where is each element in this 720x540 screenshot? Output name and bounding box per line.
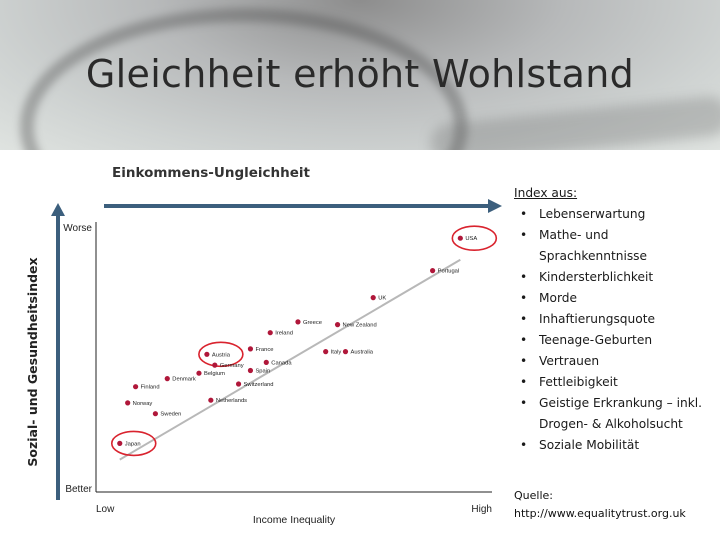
list-item: Inhaftierungsquote <box>514 309 714 330</box>
index-list-box: Index aus: Lebenserwartung Mathe- und Sp… <box>514 183 714 456</box>
list-item: Geistige Erkrankung – inkl. Drogen- & Al… <box>514 393 714 435</box>
point-france <box>247 346 254 352</box>
point-label-portugal: Portugal <box>438 269 460 275</box>
side-arrow <box>51 203 65 500</box>
x-axis-title: Income Inequality <box>253 514 336 526</box>
point-label-italy: Italy <box>331 350 342 356</box>
point-label-norway: Norway <box>133 401 153 407</box>
side-axis-label: Sozial- und Gesundheitsindex <box>25 257 40 466</box>
point-label-canada: Canada <box>271 360 292 366</box>
point-switzerland <box>235 381 242 387</box>
point-label-belgium: Belgium <box>204 371 225 377</box>
list-item: Kindersterblichkeit <box>514 267 714 288</box>
point-label-new-zealand: New Zealand <box>343 323 377 329</box>
list-item: Lebenserwartung <box>514 204 714 225</box>
point-ireland <box>267 330 273 336</box>
point-norway <box>125 400 131 406</box>
point-finland <box>133 384 139 390</box>
point-label-sweden: Sweden <box>160 412 181 418</box>
point-canada <box>263 359 269 365</box>
source-note: Quelle: http://www.equalitytrust.org.uk <box>514 487 719 523</box>
slide-title: Gleichheit erhöht Wohlstand <box>85 52 635 96</box>
point-label-denmark: Denmark <box>172 377 196 383</box>
list-item: Mathe- und Sprachkenntnisse <box>514 225 714 267</box>
point-label-uk: UK <box>378 296 386 302</box>
point-uk <box>370 295 376 301</box>
point-belgium <box>196 370 202 376</box>
point-austria <box>204 351 210 357</box>
highlight-circle-japan <box>110 430 157 457</box>
point-greece <box>295 319 301 325</box>
point-label-australia: Australia <box>350 350 373 356</box>
point-australia <box>342 349 349 355</box>
point-new-zealand <box>334 322 341 328</box>
point-netherlands <box>208 397 214 403</box>
point-label-germany: Germany <box>220 363 244 369</box>
point-label-japan: Japan <box>125 441 141 447</box>
x-tick-high: High <box>471 504 492 515</box>
chart-marks: Japan Sweden Norway Finland Denmark Netherlan… <box>110 225 498 461</box>
y-tick-worse: Worse <box>63 223 92 234</box>
x-tick-low: Low <box>96 504 115 515</box>
point-spain <box>247 367 254 374</box>
point-label-finland: Finland <box>141 385 160 391</box>
list-item: Vertrauen <box>514 351 714 372</box>
trend-line <box>119 258 461 461</box>
source-url[interactable]: http://www.equalitytrust.org.uk <box>514 507 686 520</box>
header-banner <box>0 0 720 150</box>
point-sweden <box>152 411 158 417</box>
point-label-greece: Greece <box>303 320 322 326</box>
point-label-spain: Spain <box>255 369 270 375</box>
point-label-netherlands: Netherlands <box>216 398 247 404</box>
list-item: Soziale Mobilität <box>514 435 714 456</box>
point-germany <box>212 362 218 368</box>
list-item: Teenage-Geburten <box>514 330 714 351</box>
highlight-circle-austria <box>198 341 244 368</box>
index-title: Index aus: <box>514 186 578 200</box>
point-portugal <box>430 268 436 274</box>
point-label-austria: Austria <box>212 352 231 358</box>
point-denmark <box>164 376 170 382</box>
point-label-switzerland: Switzerland <box>244 382 274 388</box>
list-item: Morde <box>514 288 714 309</box>
y-tick-better: Better <box>65 484 92 495</box>
top-arrow <box>104 199 502 213</box>
list-item: Fettleibigkeit <box>514 372 714 393</box>
highlight-circle-usa <box>451 225 498 251</box>
point-label-usa: USA <box>465 236 477 242</box>
point-label-ireland: Ireland <box>275 331 293 337</box>
point-italy <box>323 349 329 355</box>
source-label: Quelle: <box>514 489 553 502</box>
index-list: Lebenserwartung Mathe- und Sprachkenntni… <box>514 204 714 456</box>
point-japan <box>117 440 123 446</box>
point-usa <box>457 235 463 241</box>
top-axis-label: Einkommens-Ungleichheit <box>112 165 310 181</box>
point-label-france: France <box>255 347 273 353</box>
